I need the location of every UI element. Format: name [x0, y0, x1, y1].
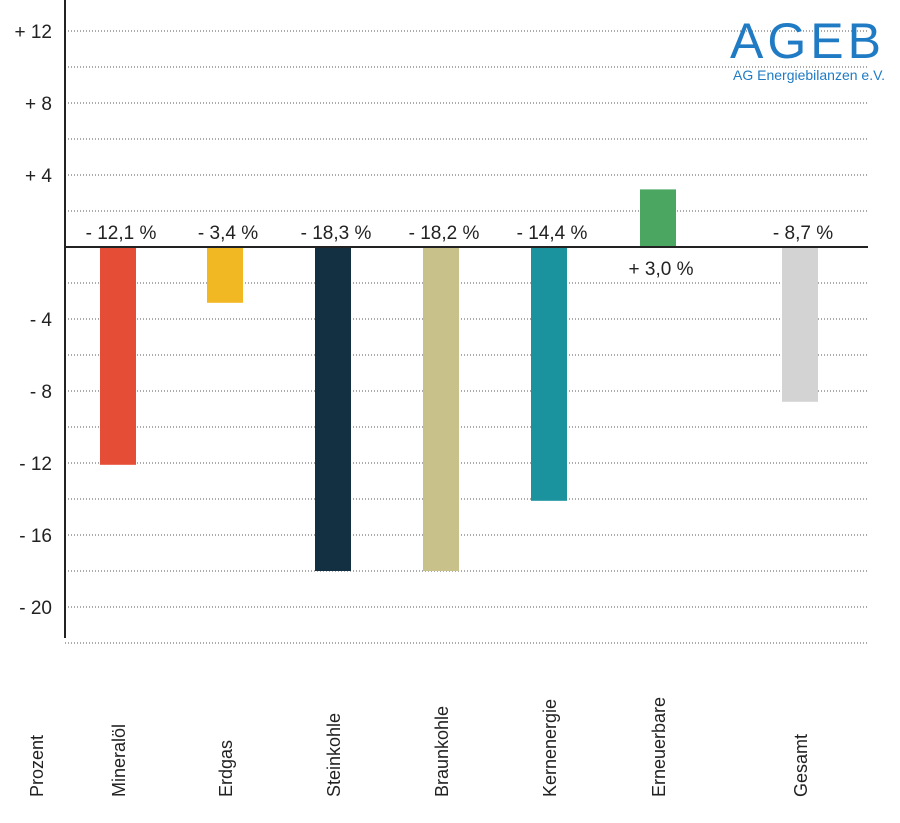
value-label: - 12,1 %: [86, 223, 157, 244]
category-label: Mineralöl: [109, 724, 129, 797]
bar-gesamt: [782, 247, 818, 402]
bar-braunkohle: [423, 247, 459, 571]
bar-mineralöl: [100, 247, 136, 465]
value-label: - 14,4 %: [517, 223, 588, 244]
value-label: - 3,4 %: [198, 223, 258, 244]
bar-steinkohle: [315, 247, 351, 571]
bar-erneuerbare: [640, 189, 676, 247]
category-label: Braunkohle: [432, 706, 452, 797]
category-label: Kernenergie: [540, 699, 560, 797]
category-label: Gesamt: [791, 734, 811, 797]
category-label: Erneuerbare: [649, 697, 669, 797]
category-label: Steinkohle: [324, 713, 344, 797]
bars: [100, 189, 818, 571]
logo-subtitle: AG Energiebilanzen e.V.: [733, 67, 885, 83]
logo-name: AGEB: [730, 13, 885, 69]
y-tick-label: - 8: [30, 382, 52, 403]
ageb-logo: AGEB AG Energiebilanzen e.V.: [730, 13, 885, 83]
y-tick-label: - 12: [19, 454, 52, 475]
value-label: + 3,0 %: [629, 259, 694, 280]
y-tick-label: - 16: [19, 526, 52, 547]
y-tick-label: - 4: [30, 310, 53, 331]
value-label: - 8,7 %: [773, 223, 833, 244]
y-tick-label: - 20: [19, 598, 52, 619]
y-tick-label: + 12: [14, 22, 52, 43]
y-axis-ticks: + 12 + 8 + 4 - 4 - 8 - 12 - 16 - 20: [14, 22, 52, 619]
bar-kernenergie: [531, 247, 567, 501]
bar-erdgas: [207, 247, 243, 303]
y-tick-label: + 4: [25, 166, 52, 187]
category-label: Erdgas: [216, 740, 236, 797]
category-labels: Mineralöl Erdgas Steinkohle Braunkohle Kerne…: [109, 697, 811, 797]
value-label: - 18,3 %: [301, 223, 372, 244]
y-tick-label: + 8: [25, 94, 52, 115]
value-label: - 18,2 %: [409, 223, 480, 244]
y-axis-label: Prozent: [27, 735, 47, 797]
grid-lines: [65, 30, 868, 644]
value-labels: - 12,1 % - 3,4 % - 18,3 % - 18,2 % - 14,4 % +…: [86, 223, 834, 280]
